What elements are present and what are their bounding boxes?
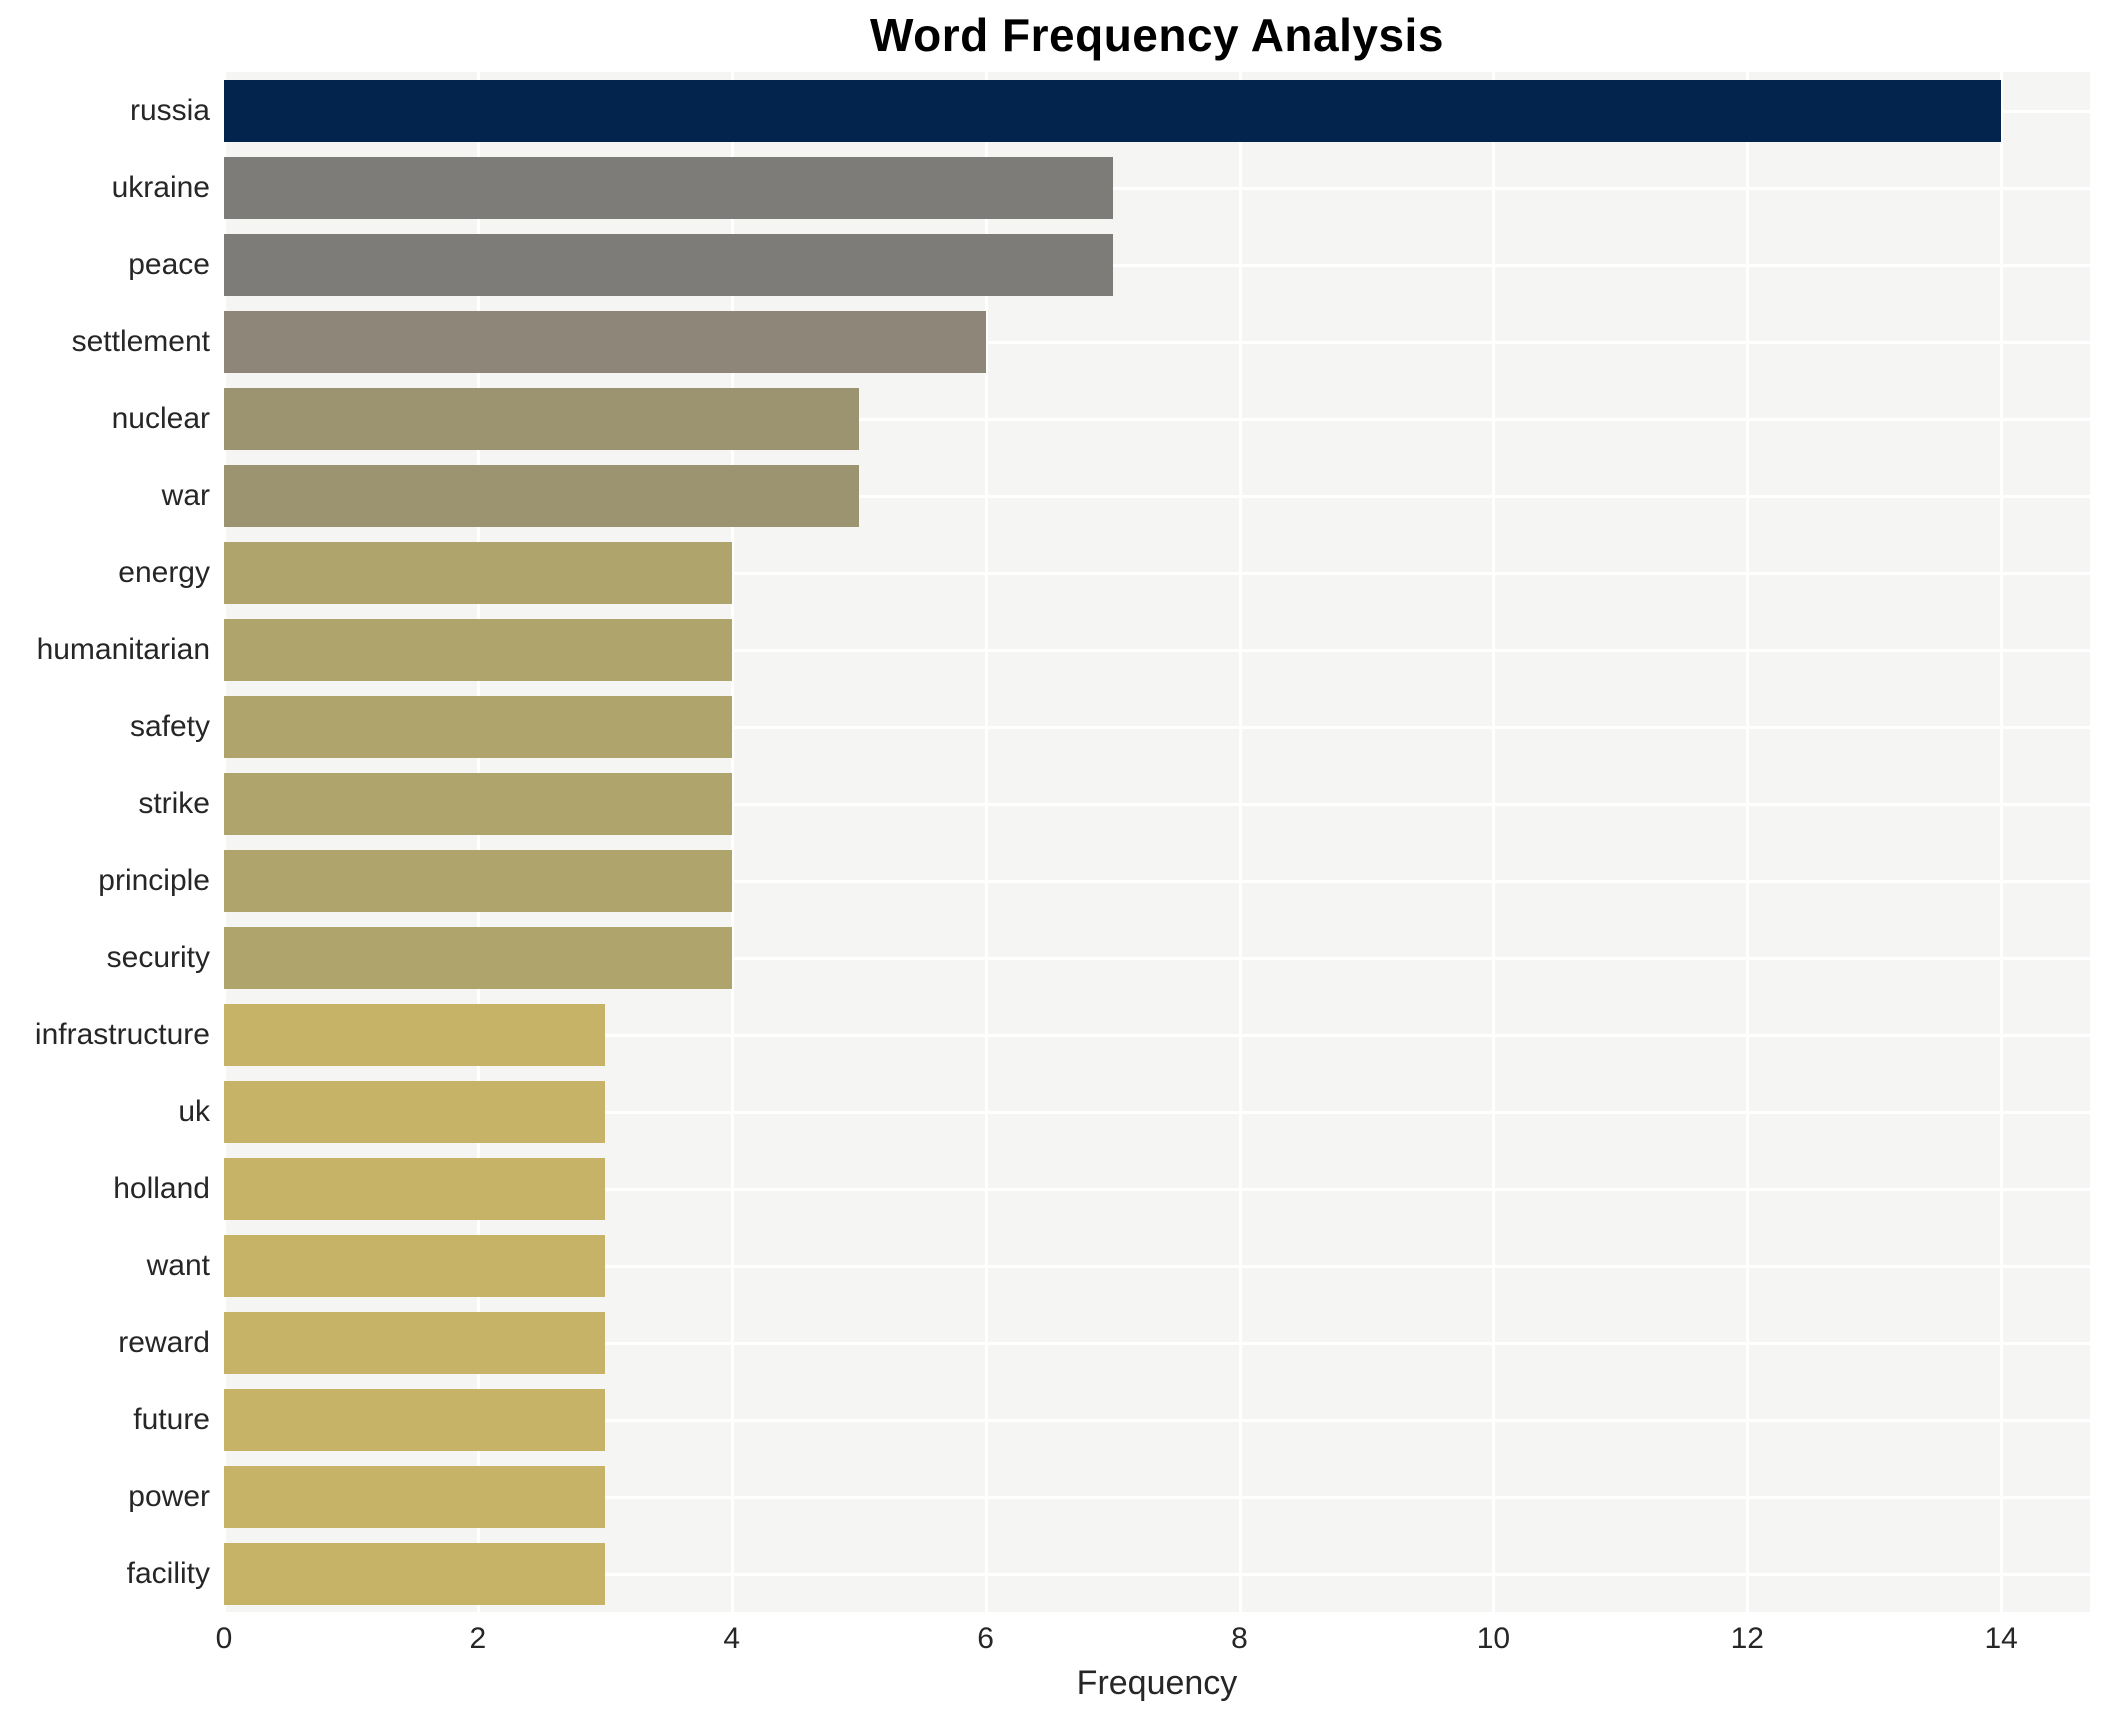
y-tick-label-holland: holland xyxy=(113,1171,210,1205)
gridline-horizontal xyxy=(224,186,2090,190)
gridline-horizontal xyxy=(224,802,2090,806)
y-tick-label-want: want xyxy=(146,1248,210,1282)
gridline-horizontal xyxy=(224,1418,2090,1422)
x-tick-label-14: 14 xyxy=(1984,1622,2018,1655)
y-tick-label-future: future xyxy=(133,1402,210,1436)
gridline-horizontal xyxy=(224,1033,2090,1037)
bar-nuclear xyxy=(224,387,859,450)
chart-title: Word Frequency Analysis xyxy=(870,9,1444,61)
bar-facility xyxy=(224,1542,605,1605)
bar-future xyxy=(224,1388,605,1451)
x-tick-label-12: 12 xyxy=(1730,1622,1764,1655)
gridline-vertical xyxy=(476,72,480,1612)
gridline-horizontal xyxy=(224,1187,2090,1191)
bar-want xyxy=(224,1234,605,1297)
y-tick-label-humanitarian: humanitarian xyxy=(36,632,210,666)
bar-uk xyxy=(224,1080,605,1143)
y-tick-label-nuclear: nuclear xyxy=(111,401,210,435)
x-tick-label-8: 8 xyxy=(1231,1622,1248,1655)
x-axis-title: Frequency xyxy=(1076,1664,1238,1702)
gridline-horizontal xyxy=(224,725,2090,729)
bar-security xyxy=(224,926,732,989)
bar-principle xyxy=(224,849,732,912)
gridline-vertical xyxy=(2000,72,2004,1612)
gridline-horizontal xyxy=(224,263,2090,267)
bar-war xyxy=(224,464,859,527)
bar-infrastructure xyxy=(224,1003,605,1066)
bar-ukraine xyxy=(224,156,1113,219)
y-tick-label-war: war xyxy=(161,478,210,512)
y-tick-label-power: power xyxy=(128,1479,210,1513)
x-axis-ticks: 0 2 4 6 8 10 12 14 xyxy=(216,1622,2090,1662)
gridline-vertical xyxy=(1746,72,1750,1612)
bar-humanitarian xyxy=(224,618,732,681)
gridline-horizontal xyxy=(224,879,2090,883)
gridline-horizontal xyxy=(224,956,2090,960)
x-tick-label-0: 0 xyxy=(215,1622,233,1655)
bar-safety xyxy=(224,695,732,758)
gridline-vertical xyxy=(984,72,988,1612)
gridline-horizontal xyxy=(224,571,2090,575)
y-tick-label-principle: principle xyxy=(98,863,210,897)
bar-strike xyxy=(224,772,732,835)
gridline-horizontal xyxy=(224,494,2090,498)
y-tick-label-strike: strike xyxy=(138,786,210,820)
gridline-horizontal xyxy=(224,1341,2090,1345)
y-tick-label-security: security xyxy=(106,940,210,974)
bar-power xyxy=(224,1465,605,1528)
y-tick-label-peace: peace xyxy=(128,247,210,281)
y-axis-labels: russia ukraine peace settlement nuclear war en… xyxy=(0,72,210,1612)
gridline-vertical xyxy=(223,72,226,1612)
gridline-vertical xyxy=(1492,72,1496,1612)
plot-area xyxy=(223,72,2090,1612)
y-tick-label-russia: russia xyxy=(129,93,210,127)
y-tick-label-facility: facility xyxy=(126,1556,210,1590)
gridline-horizontal xyxy=(224,1264,2090,1268)
x-tick-label-2: 2 xyxy=(469,1622,487,1655)
gridline-vertical xyxy=(730,72,734,1612)
gridline-horizontal xyxy=(224,1495,2090,1499)
gridline-vertical xyxy=(1238,72,1242,1612)
x-tick-label-10: 10 xyxy=(1476,1622,1511,1655)
bar-holland xyxy=(224,1157,605,1220)
y-tick-label-settlement: settlement xyxy=(71,324,210,358)
bar-energy xyxy=(224,541,732,604)
y-tick-label-uk: uk xyxy=(178,1094,210,1128)
x-tick-label-4: 4 xyxy=(723,1622,741,1655)
y-tick-label-energy: energy xyxy=(118,555,210,589)
gridline-horizontal xyxy=(224,1572,2090,1576)
gridline-horizontal xyxy=(224,417,2090,421)
bar-reward xyxy=(224,1311,605,1374)
gridline-horizontal xyxy=(224,648,2090,652)
gridline-horizontal xyxy=(224,340,2090,344)
y-tick-label-ukraine: ukraine xyxy=(111,170,210,204)
y-tick-label-reward: reward xyxy=(118,1325,210,1359)
y-tick-label-infrastructure: infrastructure xyxy=(34,1017,210,1051)
gridline-horizontal xyxy=(224,1110,2090,1114)
x-tick-label-6: 6 xyxy=(977,1622,994,1655)
bar-peace xyxy=(224,233,1113,296)
bar-russia xyxy=(224,79,2002,142)
y-tick-label-safety: safety xyxy=(129,709,210,743)
bar-settlement xyxy=(224,310,986,373)
